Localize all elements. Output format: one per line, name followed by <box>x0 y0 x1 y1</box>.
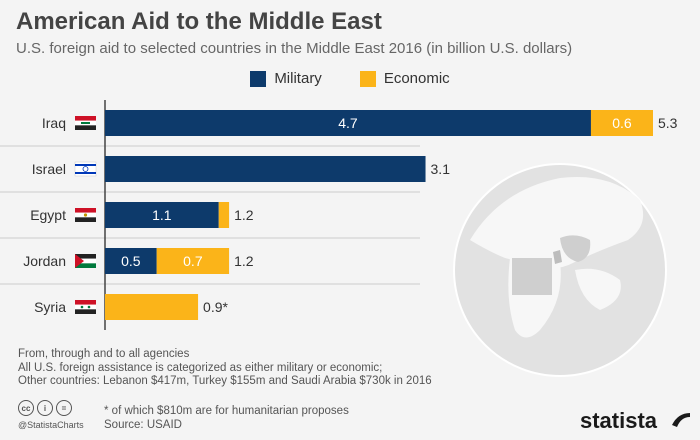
map-globe-icon <box>453 163 667 377</box>
bar-label-economic-iraq: 0.6 <box>612 115 632 131</box>
flag-triangle <box>75 254 84 268</box>
bar-economic-egypt <box>218 202 230 228</box>
flag-script <box>81 122 90 124</box>
bar-label-military-egypt: 1.1 <box>152 207 172 223</box>
source-text: Source: USAID <box>104 419 182 431</box>
flag-stripe <box>75 208 96 213</box>
flag-jordan-icon <box>75 254 96 268</box>
legend-label-military: Military <box>274 70 322 87</box>
row-separators <box>0 145 420 285</box>
flag-stripe <box>75 172 96 174</box>
legend-item-economic: Economic <box>359 70 450 87</box>
bar-label-military-iraq: 4.7 <box>338 115 358 131</box>
attribution-icon: i <box>37 400 53 416</box>
footnote-text: * of which $810m are for humanitarian pr… <box>104 405 349 417</box>
flag-iraq-icon <box>75 116 96 130</box>
flag-stripe <box>75 309 96 314</box>
flag-stripe <box>75 263 96 268</box>
category-label-iraq: Iraq <box>42 115 66 131</box>
bar-military-jordan <box>105 248 157 274</box>
legend: Military Economic <box>0 70 700 87</box>
bar-rows: Iraq 4.7 0.6 5.3 Israel 3.1 Egypt 1.1 1.2 Jordan 0… <box>23 110 678 320</box>
flag-eagle <box>83 213 88 217</box>
social-handle[interactable]: @StatistaCharts <box>18 420 84 430</box>
category-label-egypt: Egypt <box>30 207 66 223</box>
bar-military-iraq <box>105 110 591 136</box>
cc-icon: cc <box>18 400 34 416</box>
footnote: * of which $810m are for humanitarian pr… <box>104 404 349 432</box>
bar-total-syria: 0.9* <box>203 299 228 315</box>
flag-egypt-icon <box>75 208 96 222</box>
statista-logo[interactable]: statista <box>580 408 658 433</box>
bar-military-egypt <box>105 202 219 228</box>
bar-total-egypt: 1.2 <box>234 207 254 223</box>
bar-total-iraq: 5.3 <box>658 115 678 131</box>
flag-stripe <box>75 304 96 310</box>
flag-stripe <box>75 254 96 259</box>
bar-economic-iraq <box>590 110 653 136</box>
flag-stripe <box>75 116 96 121</box>
bar-economic-syria <box>105 294 199 320</box>
bar-military-israel <box>105 156 426 182</box>
note-line: All U.S. foreign assistance is categoriz… <box>18 361 383 374</box>
bar-label-economic-jordan: 0.7 <box>183 253 203 269</box>
chart-notes: From, through and to all agencies All U.… <box>18 348 432 389</box>
category-label-jordan: Jordan <box>23 253 66 269</box>
category-label-syria: Syria <box>34 299 66 315</box>
license-icons: cc i = <box>18 400 72 416</box>
no-derivatives-icon: = <box>56 400 72 416</box>
chart-title: American Aid to the Middle East <box>16 8 382 35</box>
flag-stripe <box>75 258 96 264</box>
note-line: From, through and to all agencies <box>18 348 190 360</box>
flag-stripe <box>75 217 96 222</box>
flag-star <box>87 305 91 309</box>
flag-stripe <box>75 125 96 130</box>
chart-subtitle: U.S. foreign aid to selected countries i… <box>16 40 573 57</box>
bar-total-israel: 3.1 <box>431 161 451 177</box>
bar-economic-jordan <box>156 248 230 274</box>
statista-logo-mark-icon <box>672 413 690 427</box>
flag-star <box>80 305 84 309</box>
flag-syria-icon <box>75 300 96 314</box>
flag-stripe <box>75 164 96 166</box>
flag-star <box>82 166 89 172</box>
flag-israel-icon <box>74 161 97 177</box>
bar-total-jordan: 1.2 <box>234 253 254 269</box>
legend-item-military: Military <box>250 70 322 87</box>
legend-label-economic: Economic <box>383 70 450 87</box>
note-line: Other countries: Lebanon $417m, Turkey $… <box>18 375 432 387</box>
flag-stripe <box>75 300 96 305</box>
legend-swatch-economic <box>359 70 376 87</box>
legend-swatch-military <box>250 70 267 87</box>
bar-label-military-jordan: 0.5 <box>121 253 141 269</box>
category-label-israel: Israel <box>32 161 66 177</box>
